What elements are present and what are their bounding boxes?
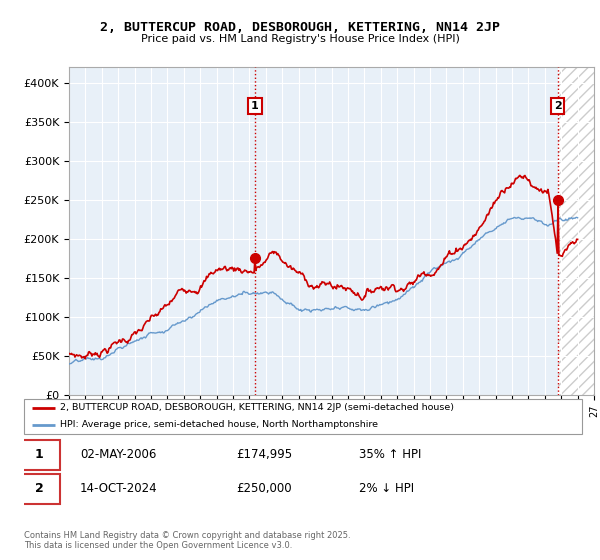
- Bar: [558, 67, 594, 395]
- Text: 2% ↓ HPI: 2% ↓ HPI: [359, 483, 414, 496]
- FancyBboxPatch shape: [24, 399, 582, 434]
- FancyBboxPatch shape: [19, 440, 60, 470]
- Text: HPI: Average price, semi-detached house, North Northamptonshire: HPI: Average price, semi-detached house,…: [60, 421, 378, 430]
- Text: 2, BUTTERCUP ROAD, DESBOROUGH, KETTERING, NN14 2JP (semi-detached house): 2, BUTTERCUP ROAD, DESBOROUGH, KETTERING…: [60, 403, 454, 412]
- Text: 2: 2: [554, 101, 562, 111]
- Text: 14-OCT-2024: 14-OCT-2024: [80, 483, 157, 496]
- Text: Price paid vs. HM Land Registry's House Price Index (HPI): Price paid vs. HM Land Registry's House …: [140, 34, 460, 44]
- Text: Contains HM Land Registry data © Crown copyright and database right 2025.
This d: Contains HM Land Registry data © Crown c…: [24, 531, 350, 550]
- Text: £174,995: £174,995: [236, 449, 292, 461]
- Text: 1: 1: [251, 101, 259, 111]
- FancyBboxPatch shape: [19, 474, 60, 504]
- Text: 1: 1: [35, 449, 44, 461]
- Text: 2, BUTTERCUP ROAD, DESBOROUGH, KETTERING, NN14 2JP: 2, BUTTERCUP ROAD, DESBOROUGH, KETTERING…: [100, 21, 500, 34]
- Text: 02-MAY-2006: 02-MAY-2006: [80, 449, 156, 461]
- Text: 35% ↑ HPI: 35% ↑ HPI: [359, 449, 421, 461]
- Text: £250,000: £250,000: [236, 483, 292, 496]
- Text: 2: 2: [35, 483, 44, 496]
